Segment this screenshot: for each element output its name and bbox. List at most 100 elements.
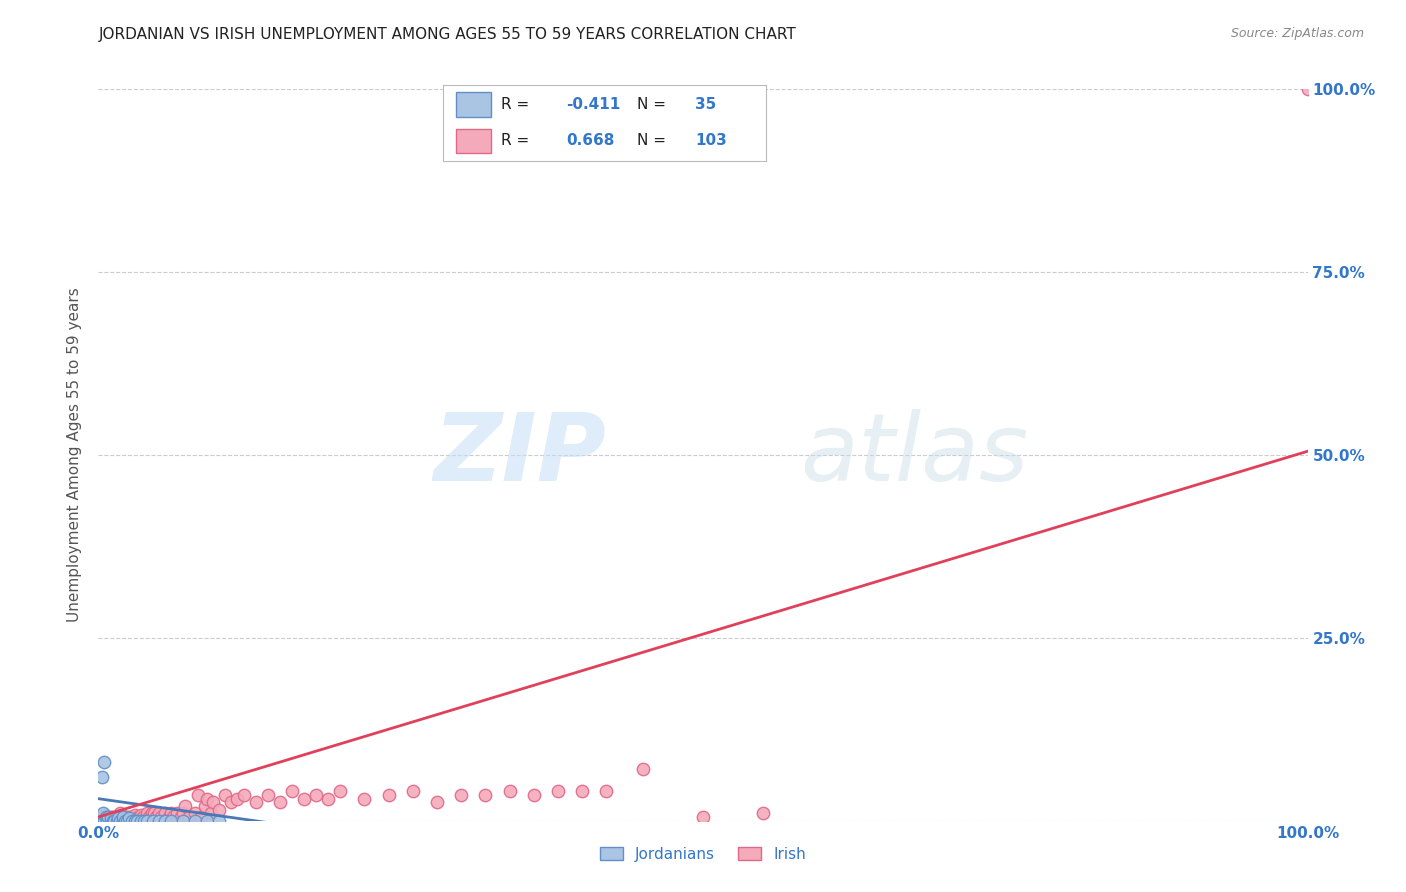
Point [121,814,143,828]
Point [474,788,496,802]
Point [105,814,128,828]
Point [124,814,146,828]
Point [245,796,267,810]
Point [162,810,184,824]
Point [117,814,139,828]
Point [148,814,170,828]
Point [132,810,155,824]
Point [94,814,117,828]
Point [108,810,131,824]
Point [87,814,110,828]
Point [100,812,122,826]
Point [93,814,115,828]
Point [316,791,339,805]
Point [172,814,194,828]
Point [101,814,124,828]
Point [208,814,231,828]
Point [160,806,183,821]
Point [91,770,114,784]
Point [125,814,148,828]
Point [523,788,546,802]
Point [547,784,569,798]
Text: atlas: atlas [800,409,1028,500]
Point [100,810,122,824]
Point [281,784,304,798]
Point [1296,82,1319,96]
Point [93,755,115,769]
Point [292,791,315,805]
Point [103,810,125,824]
Point [105,814,128,828]
Point [232,788,254,802]
Point [129,814,152,828]
Point [128,814,150,828]
Text: Source: ZipAtlas.com: Source: ZipAtlas.com [1230,27,1364,40]
Point [91,814,114,828]
Point [256,788,278,802]
FancyBboxPatch shape [456,128,492,153]
Point [108,814,131,828]
Point [402,784,425,798]
Text: R =: R = [501,133,534,148]
Point [124,814,146,828]
Point [142,810,165,824]
Point [145,810,167,824]
Point [135,814,157,828]
Point [221,796,243,810]
Point [127,814,149,828]
Point [127,814,149,828]
Point [153,806,176,821]
Point [377,788,399,802]
Point [100,814,122,828]
Point [108,814,131,828]
Point [100,810,122,824]
Text: N =: N = [637,133,671,148]
Point [752,806,775,821]
Point [148,814,170,828]
Point [118,814,141,828]
Point [105,810,128,824]
Point [426,796,449,810]
Point [101,814,124,828]
Point [169,810,191,824]
Point [172,806,194,821]
Point [87,814,110,828]
Point [160,814,183,828]
Point [150,810,173,824]
Point [129,807,152,822]
Point [96,810,118,824]
Point [117,810,139,824]
Point [122,810,145,824]
Point [142,814,165,828]
Point [100,814,122,828]
Point [139,814,162,828]
Point [124,807,146,822]
Point [120,810,142,824]
Point [148,806,170,821]
Point [269,796,291,810]
Point [103,814,125,828]
Point [174,799,197,814]
Text: 35: 35 [695,97,717,112]
Y-axis label: Unemployment Among Ages 55 to 59 years: Unemployment Among Ages 55 to 59 years [67,287,83,623]
Point [200,806,222,821]
Point [110,814,132,828]
Point [111,810,134,824]
Point [138,810,160,824]
Point [131,814,153,828]
Point [107,812,129,826]
Point [127,810,149,824]
Point [157,810,180,824]
Point [214,788,236,802]
Point [498,784,520,798]
Point [114,810,136,824]
Text: N =: N = [637,97,671,112]
Point [153,814,176,828]
Point [97,814,120,828]
Point [135,806,157,821]
Point [93,807,115,822]
Text: 103: 103 [695,133,727,148]
Text: ZIP: ZIP [433,409,606,501]
Point [91,814,114,828]
Point [166,806,188,821]
